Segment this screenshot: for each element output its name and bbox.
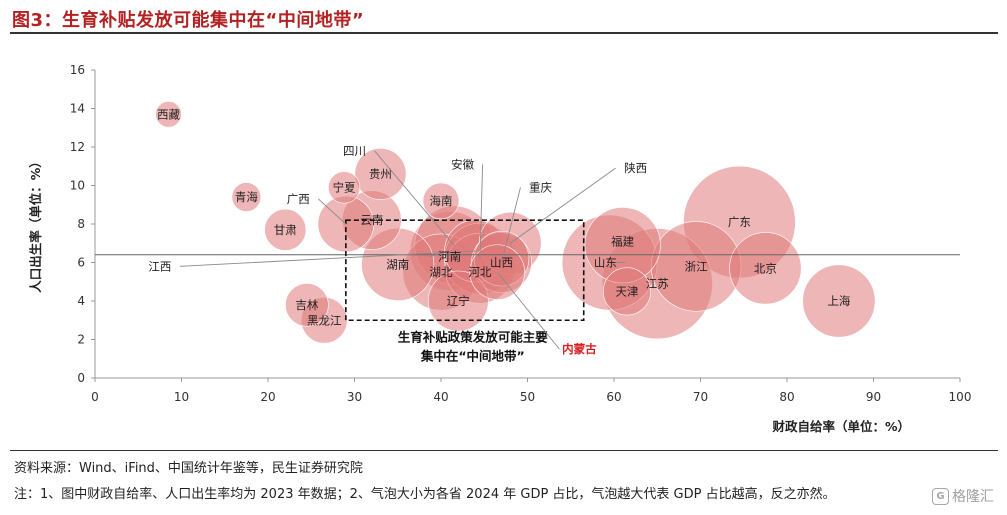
bubble-label-湖南: 湖南 xyxy=(386,257,409,271)
x-tick-label: 0 xyxy=(91,390,99,404)
x-tick-label: 40 xyxy=(433,390,448,404)
x-tick-label: 60 xyxy=(606,390,621,404)
bubble-label-山西: 山西 xyxy=(490,256,513,270)
bubble-layer xyxy=(155,101,876,344)
x-axis-label: 财政自给率（单位：%） xyxy=(771,419,910,434)
y-tick-label: 0 xyxy=(77,371,85,385)
bubble-label-广西: 广西 xyxy=(287,192,310,206)
leader-line-内蒙古 xyxy=(496,271,560,350)
x-tick-label: 70 xyxy=(693,390,708,404)
leader-line-广西 xyxy=(317,198,347,225)
middle-zone-box xyxy=(345,219,585,322)
bubble-宁夏 xyxy=(328,171,361,204)
figure-title: 图3：生育补贴发放可能集中在“中间地带” xyxy=(12,10,365,31)
y-tick-label: 10 xyxy=(70,179,85,193)
bubble-label-浙江: 浙江 xyxy=(685,259,708,273)
bubble-chart: 0 10 20 30 40 50 60 70 80 90 100 0 2 4 6 8 10 12 14 16 财政自给率… xyxy=(28,63,971,434)
y-tick-label: 6 xyxy=(77,256,85,270)
bubble-label-福建: 福建 xyxy=(611,234,634,248)
bubble-label-云南: 云南 xyxy=(360,213,383,227)
axes-layer: 0 10 20 30 40 50 60 70 80 90 100 0 2 4 6 8 10 12 14 16 财政自给率… xyxy=(28,63,971,434)
bubble-西藏 xyxy=(155,101,182,128)
source-note: 资料来源：Wind、iFind、中国统计年鉴等，民生证券研究院 xyxy=(14,461,363,476)
bubble-label-安徽: 安徽 xyxy=(451,157,474,171)
y-tick-label: 8 xyxy=(77,217,85,231)
footnote: 注：1、图中财政自给率、人口出生率均为 2023 年数据；2、气泡大小为各省 2… xyxy=(14,487,836,502)
y-tick-label: 2 xyxy=(77,333,85,347)
y-axis-label: 人口出生率（单位：%） xyxy=(28,155,43,293)
middle-zone-label: 集中在“中间地带” xyxy=(420,348,525,363)
bubble-北京 xyxy=(729,232,802,305)
watermark-logo-icon: G xyxy=(932,487,949,505)
y-tick-label: 16 xyxy=(70,63,85,77)
x-tick-label: 90 xyxy=(866,390,881,404)
bubble-天津 xyxy=(603,267,651,316)
bubble-label-重庆: 重庆 xyxy=(529,180,552,194)
bubble-label-宁夏: 宁夏 xyxy=(333,180,356,194)
bubble-label-海南: 海南 xyxy=(430,194,453,208)
bubble-label-黑龙江: 黑龙江 xyxy=(307,313,342,327)
bubble-贵州 xyxy=(354,148,407,200)
bubble-甘肃 xyxy=(264,208,307,251)
x-tick-label: 20 xyxy=(260,390,275,404)
x-tick-label: 50 xyxy=(520,390,535,404)
bubble-label-西藏: 西藏 xyxy=(157,107,180,121)
middle-zone-label: 生育补贴政策发放可能主要 xyxy=(398,329,549,344)
bubble-海南 xyxy=(422,182,460,220)
leader-line-四川 xyxy=(374,150,455,246)
bubble-label-河北: 河北 xyxy=(468,265,491,279)
leader-line-江西 xyxy=(179,250,476,267)
footer-divider xyxy=(10,450,998,451)
leader-line-陕西 xyxy=(509,167,616,244)
bubble-label-贵州: 贵州 xyxy=(369,167,392,181)
bubble-label-北京: 北京 xyxy=(754,261,777,275)
watermark-text: 格隆汇 xyxy=(952,489,994,505)
bubble-label-甘肃: 甘肃 xyxy=(274,223,297,237)
watermark: G 格隆汇 xyxy=(932,486,994,506)
bubble-吉林 xyxy=(285,283,329,327)
x-tick-label: 10 xyxy=(174,390,189,404)
bubble-label-辽宁: 辽宁 xyxy=(447,294,470,308)
title-divider xyxy=(10,32,998,34)
bubble-label-上海: 上海 xyxy=(827,294,850,308)
x-tick-label: 30 xyxy=(347,390,362,404)
bubble-label-四川: 四川 xyxy=(343,144,366,158)
leader-line-重庆 xyxy=(501,187,521,263)
leader-line-河南 xyxy=(429,250,450,258)
y-tick-label: 4 xyxy=(77,294,85,308)
x-tick-label: 80 xyxy=(779,390,794,404)
y-tick-label: 14 xyxy=(70,102,85,116)
y-tick-label: 12 xyxy=(70,140,85,154)
bubble-label-山东: 山东 xyxy=(594,256,617,270)
bubble-label-河南: 河南 xyxy=(438,250,461,264)
bubble-label-青海: 青海 xyxy=(235,190,258,204)
bubble-label-湖北: 湖北 xyxy=(430,265,453,279)
bubble-label-内蒙古: 内蒙古 xyxy=(562,342,597,356)
bubble-label-天津: 天津 xyxy=(615,284,638,298)
bubble-青海 xyxy=(231,182,262,212)
leader-line-安徽 xyxy=(479,164,484,259)
bubble-label-吉林: 吉林 xyxy=(295,298,318,312)
bubble-label-广东: 广东 xyxy=(728,215,751,229)
bubble-label-陕西: 陕西 xyxy=(624,161,647,175)
x-tick-label: 100 xyxy=(949,390,972,404)
bubble-label-江苏: 江苏 xyxy=(646,277,669,291)
bubble-label-江西: 江西 xyxy=(148,259,171,273)
bubble-上海 xyxy=(802,264,876,338)
